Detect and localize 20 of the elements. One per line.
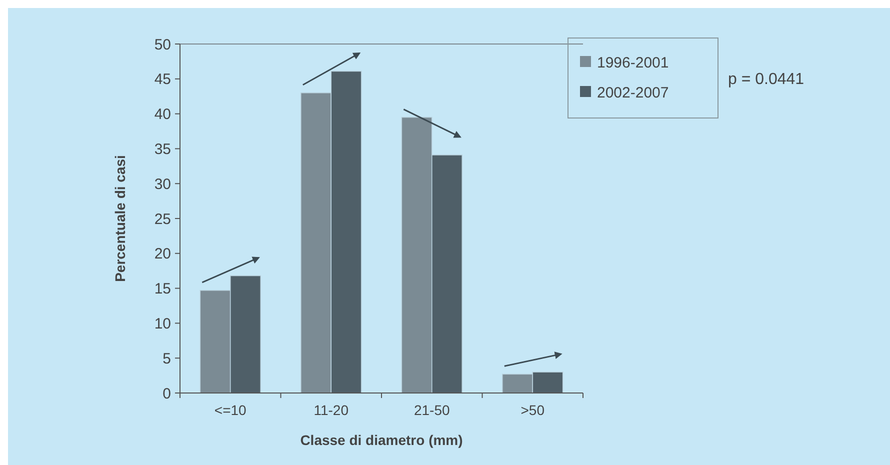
y-tick-label: 20 [154,246,171,263]
y-tick-label: 25 [154,210,171,228]
x-axis-title: Classe di diametro (mm) [300,432,463,448]
y-tick-label: 30 [154,176,171,193]
legend-label: 1996-2001 [597,54,669,72]
x-tick-label: 21-50 [414,402,450,418]
legend-label: 2002-2007 [597,84,669,102]
y-tick-label: 35 [154,140,171,158]
y-tick-label: 10 [154,315,171,332]
y-tick-label: 40 [154,106,171,124]
x-tick-label: >50 [520,402,545,418]
y-tick-label: 5 [162,350,171,368]
y-tick-label: 0 [162,385,171,402]
y-tick-label: 45 [154,71,171,88]
x-tick-label: 11-20 [314,402,349,418]
y-tick-label: 15 [154,280,171,298]
y-tick-label: 50 [154,36,171,54]
text: p = 0.0441 [728,71,804,88]
y-axis-title: Percentuale di casi [112,155,128,282]
x-tick-label: <=10 [214,402,247,418]
